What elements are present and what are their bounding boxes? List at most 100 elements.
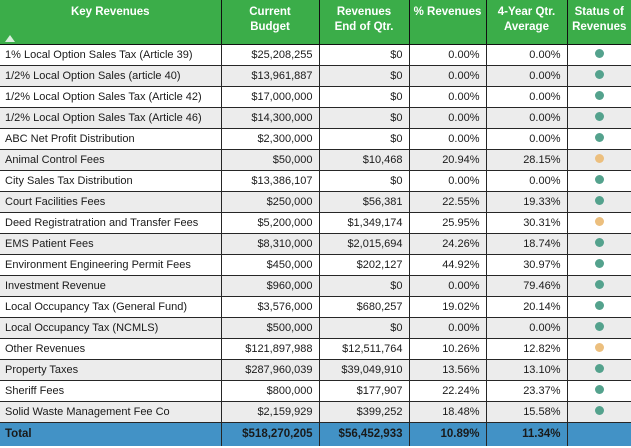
revenue-name-cell: Local Occupancy Tax (General Fund): [0, 296, 222, 318]
table-row[interactable]: Animal Control Fees $50,000 $10,468 20.94% 2…: [0, 149, 631, 171]
revenue-name-cell: Environment Engineering Permit Fees: [0, 254, 222, 276]
status-cell: [567, 401, 631, 423]
total-pct-revenues-cell: 10.89%: [409, 422, 487, 446]
four-year-avg-cell: 19.33%: [486, 191, 568, 213]
status-cell: [567, 191, 631, 213]
pct-revenues-cell: 25.95%: [409, 212, 487, 234]
total-row[interactable]: Total $518,270,205 $56,452,933 10.89% 11…: [0, 422, 631, 446]
current-budget-cell: $121,897,988: [221, 338, 320, 360]
table-row[interactable]: 1/2% Local Option Sales Tax (Article 46)…: [0, 107, 631, 129]
revenues-end-of-qtr-cell: $0: [319, 275, 410, 297]
current-budget-cell: $14,300,000: [221, 107, 320, 129]
status-dot-icon: [594, 112, 604, 122]
table-row[interactable]: Sheriff Fees $800,000 $177,907 22.24% 23.37%: [0, 380, 631, 402]
revenues-end-of-qtr-cell: $2,015,694: [319, 233, 410, 255]
table-row[interactable]: Court Facilities Fees $250,000 $56,381 22.5…: [0, 191, 631, 213]
pct-revenues-cell: 0.00%: [409, 86, 487, 108]
revenues-end-of-qtr-cell: $0: [319, 44, 410, 66]
four-year-avg-cell: 30.31%: [486, 212, 568, 234]
sort-ascending-icon: [5, 34, 15, 42]
table-row[interactable]: 1/2% Local Option Sales (article 40) $13,…: [0, 65, 631, 87]
total-revenues-end-of-qtr-cell: $56,452,933: [319, 422, 410, 446]
four-year-avg-cell: 0.00%: [486, 65, 568, 87]
revenue-name-cell: Local Occupancy Tax (NCMLS): [0, 317, 222, 339]
total-current-budget-cell: $518,270,205: [221, 422, 320, 446]
four-year-avg-cell: 15.58%: [486, 401, 568, 423]
pct-revenues-cell: 0.00%: [409, 44, 487, 66]
pct-revenues-cell: 13.56%: [409, 359, 487, 381]
revenue-name-cell: Court Facilities Fees: [0, 191, 222, 213]
pct-revenues-cell: 22.24%: [409, 380, 487, 402]
current-budget-cell: $450,000: [221, 254, 320, 276]
table-row[interactable]: Investment Revenue $960,000 $0 0.00% 79.46%: [0, 275, 631, 297]
revenues-end-of-qtr-cell: $0: [319, 128, 410, 150]
column-header-current-budget[interactable]: Current Budget: [221, 0, 320, 45]
four-year-avg-cell: 0.00%: [486, 44, 568, 66]
status-dot-icon: [594, 133, 604, 143]
four-year-avg-cell: 0.00%: [486, 86, 568, 108]
total-status-cell: [567, 422, 631, 446]
revenues-end-of-qtr-cell: $39,049,910: [319, 359, 410, 381]
column-header-pct-revenues[interactable]: % Revenues: [409, 0, 487, 45]
four-year-avg-cell: 30.97%: [486, 254, 568, 276]
status-cell: [567, 149, 631, 171]
status-dot-icon: [594, 175, 604, 185]
table-row[interactable]: Environment Engineering Permit Fees $450,…: [0, 254, 631, 276]
table-row[interactable]: Solid Waste Management Fee Co $2,159,929 $…: [0, 401, 631, 423]
status-cell: [567, 359, 631, 381]
pct-revenues-cell: 0.00%: [409, 128, 487, 150]
revenue-name-cell: 1/2% Local Option Sales (article 40): [0, 65, 222, 87]
status-cell: [567, 296, 631, 318]
column-header-key-revenues[interactable]: Key Revenues: [0, 0, 222, 45]
current-budget-cell: $500,000: [221, 317, 320, 339]
status-dot-icon: [594, 196, 604, 206]
status-dot-icon: [594, 154, 604, 164]
table-row[interactable]: Local Occupancy Tax (General Fund) $3,576…: [0, 296, 631, 318]
table-row[interactable]: Local Occupancy Tax (NCMLS) $500,000 $0 0.0…: [0, 317, 631, 339]
status-cell: [567, 338, 631, 360]
table-row[interactable]: EMS Patient Fees $8,310,000 $2,015,694 24.2…: [0, 233, 631, 255]
table-row[interactable]: Other Revenues $121,897,988 $12,511,764 10.…: [0, 338, 631, 360]
revenue-name-cell: Deed Registratration and Transfer Fees: [0, 212, 222, 234]
pct-revenues-cell: 0.00%: [409, 170, 487, 192]
revenues-end-of-qtr-cell: $0: [319, 170, 410, 192]
current-budget-cell: $50,000: [221, 149, 320, 171]
table-row[interactable]: Property Taxes $287,960,039 $39,049,910 13.…: [0, 359, 631, 381]
current-budget-cell: $13,386,107: [221, 170, 320, 192]
revenues-end-of-qtr-cell: $56,381: [319, 191, 410, 213]
current-budget-cell: $2,159,929: [221, 401, 320, 423]
current-budget-cell: $8,310,000: [221, 233, 320, 255]
revenue-name-cell: Animal Control Fees: [0, 149, 222, 171]
status-dot-icon: [594, 301, 604, 311]
table-row[interactable]: 1/2% Local Option Sales Tax (Article 42)…: [0, 86, 631, 108]
revenue-name-cell: City Sales Tax Distribution: [0, 170, 222, 192]
revenues-end-of-qtr-cell: $0: [319, 86, 410, 108]
current-budget-cell: $250,000: [221, 191, 320, 213]
column-header-status-of-revenues[interactable]: Status of Revenues: [567, 0, 631, 45]
table-row[interactable]: City Sales Tax Distribution $13,386,107 $0…: [0, 170, 631, 192]
status-cell: [567, 212, 631, 234]
revenue-name-cell: Solid Waste Management Fee Co: [0, 401, 222, 423]
pct-revenues-cell: 10.26%: [409, 338, 487, 360]
table-row[interactable]: 1% Local Option Sales Tax (Article 39) $2…: [0, 44, 631, 66]
status-cell: [567, 233, 631, 255]
revenue-name-cell: 1/2% Local Option Sales Tax (Article 42): [0, 86, 222, 108]
status-dot-icon: [594, 322, 604, 332]
four-year-avg-cell: 0.00%: [486, 317, 568, 339]
status-cell: [567, 107, 631, 129]
status-dot-icon: [594, 385, 604, 395]
status-cell: [567, 44, 631, 66]
four-year-avg-cell: 79.46%: [486, 275, 568, 297]
current-budget-cell: $17,000,000: [221, 86, 320, 108]
current-budget-cell: $13,961,887: [221, 65, 320, 87]
column-header-revenues-end-of-qtr[interactable]: Revenues End of Qtr.: [319, 0, 410, 45]
pct-revenues-cell: 0.00%: [409, 107, 487, 129]
pct-revenues-cell: 24.26%: [409, 233, 487, 255]
four-year-avg-cell: 12.82%: [486, 338, 568, 360]
column-header-four-year-qtr-average[interactable]: 4-Year Qtr. Average: [486, 0, 568, 45]
table-row[interactable]: Deed Registratration and Transfer Fees $5…: [0, 212, 631, 234]
four-year-avg-cell: 0.00%: [486, 107, 568, 129]
table-row[interactable]: ABC Net Profit Distribution $2,300,000 $0 0…: [0, 128, 631, 150]
total-label-cell: Total: [0, 422, 222, 446]
